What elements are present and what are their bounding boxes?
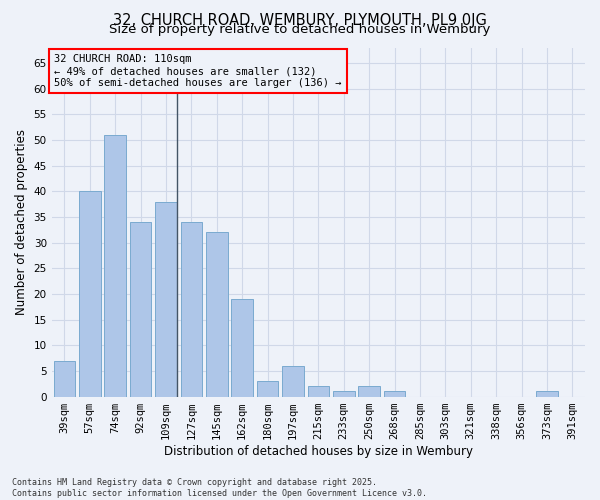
Bar: [257, 381, 278, 396]
Bar: [282, 366, 304, 396]
Bar: [536, 392, 557, 396]
Bar: [181, 222, 202, 396]
Bar: [79, 191, 101, 396]
Y-axis label: Number of detached properties: Number of detached properties: [15, 129, 28, 315]
Bar: [53, 360, 75, 396]
Bar: [333, 392, 355, 396]
Bar: [104, 135, 126, 396]
Bar: [155, 202, 177, 396]
Bar: [384, 392, 406, 396]
Bar: [232, 299, 253, 396]
Bar: [308, 386, 329, 396]
Text: 32, CHURCH ROAD, WEMBURY, PLYMOUTH, PL9 0JG: 32, CHURCH ROAD, WEMBURY, PLYMOUTH, PL9 …: [113, 12, 487, 28]
Bar: [130, 222, 151, 396]
Text: 32 CHURCH ROAD: 110sqm
← 49% of detached houses are smaller (132)
50% of semi-de: 32 CHURCH ROAD: 110sqm ← 49% of detached…: [55, 54, 342, 88]
Text: Contains HM Land Registry data © Crown copyright and database right 2025.
Contai: Contains HM Land Registry data © Crown c…: [12, 478, 427, 498]
Text: Size of property relative to detached houses in Wembury: Size of property relative to detached ho…: [109, 24, 491, 36]
X-axis label: Distribution of detached houses by size in Wembury: Distribution of detached houses by size …: [164, 444, 473, 458]
Bar: [206, 232, 227, 396]
Bar: [358, 386, 380, 396]
